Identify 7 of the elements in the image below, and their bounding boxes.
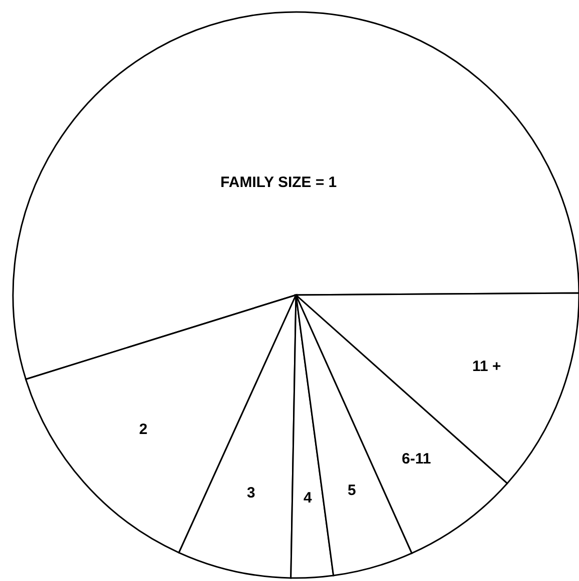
slice-label: 3 — [246, 484, 256, 502]
slice-label: FAMILY SIZE = 1 — [220, 174, 337, 192]
slice-label: 2 — [139, 420, 148, 438]
slice-label: 4 — [303, 489, 312, 506]
slice-label: 5 — [348, 482, 356, 499]
slice-label: 11 + — [472, 358, 502, 375]
slice-label: 6-11 — [402, 450, 431, 468]
